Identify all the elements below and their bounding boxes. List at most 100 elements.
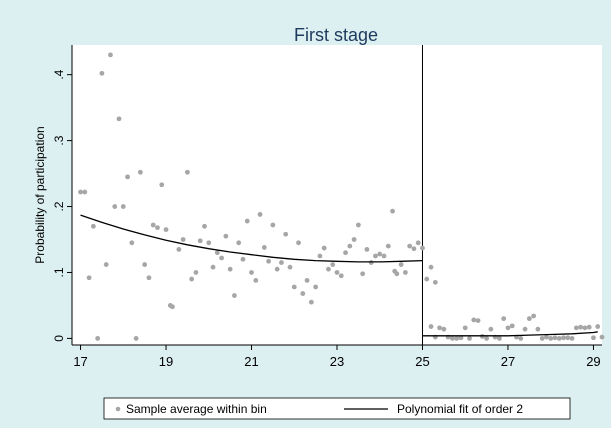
data-point	[334, 270, 340, 275]
data-point	[381, 253, 387, 259]
data-point	[373, 253, 378, 259]
data-point	[103, 262, 109, 267]
data-point	[253, 277, 259, 283]
data-point	[120, 204, 126, 209]
x-tick-label: 23	[330, 354, 344, 369]
data-point	[99, 70, 105, 76]
data-point	[497, 336, 502, 341]
data-point	[599, 334, 605, 340]
data-point	[338, 273, 344, 279]
data-point	[458, 335, 464, 341]
data-point	[355, 222, 361, 228]
data-point	[343, 250, 348, 256]
data-point	[582, 325, 588, 331]
data-point	[394, 271, 400, 277]
x-tick-label: 27	[501, 354, 515, 369]
data-point	[291, 284, 297, 290]
data-point	[420, 245, 425, 251]
data-point	[185, 169, 190, 175]
data-point	[390, 208, 395, 214]
data-point	[317, 253, 323, 259]
y-tick-label: .1	[52, 267, 66, 277]
legend-label-fit: Polynomial fit of order 2	[397, 402, 523, 416]
data-point	[360, 271, 366, 277]
data-point	[398, 262, 404, 267]
data-point	[189, 276, 195, 282]
data-point	[432, 279, 438, 285]
data-point	[210, 264, 216, 270]
data-point	[411, 246, 417, 252]
data-point	[407, 243, 413, 249]
data-point	[565, 335, 571, 341]
legend-marker-points	[115, 406, 121, 412]
x-tick-label: 25	[415, 354, 429, 369]
data-point	[227, 266, 233, 272]
data-point	[86, 275, 92, 281]
data-point	[573, 325, 579, 331]
data-point	[300, 291, 306, 296]
data-point	[368, 260, 374, 265]
data-point	[137, 169, 143, 175]
data-point	[424, 276, 430, 282]
data-point	[330, 262, 336, 267]
data-point	[223, 233, 229, 239]
legend-box	[103, 397, 571, 420]
data-point	[313, 284, 319, 290]
data-point	[326, 266, 331, 272]
data-point	[535, 326, 541, 332]
data-point	[214, 250, 220, 256]
data-point	[522, 326, 528, 332]
chart-title: First stage	[294, 25, 378, 45]
data-point	[155, 225, 160, 231]
data-point	[219, 255, 224, 261]
data-point	[385, 243, 391, 249]
data-point	[595, 324, 601, 329]
data-point	[95, 336, 101, 341]
data-point	[78, 189, 83, 195]
data-point	[125, 174, 130, 180]
data-point	[274, 266, 280, 272]
data-point	[518, 336, 524, 341]
data-point	[296, 240, 301, 246]
data-point	[283, 231, 289, 237]
data-point	[548, 336, 554, 341]
y-axis-label: Probability of participation	[33, 126, 47, 263]
data-point	[163, 227, 169, 233]
data-point	[531, 313, 537, 319]
data-point	[240, 256, 246, 262]
data-point	[454, 336, 460, 341]
y-tick-label: 0	[52, 335, 66, 342]
data-point	[377, 251, 383, 257]
data-point	[526, 316, 532, 322]
data-point	[236, 240, 242, 246]
data-point	[170, 304, 175, 310]
x-tick-label: 19	[159, 354, 173, 369]
data-point	[471, 317, 477, 323]
y-tick-label: .4	[52, 69, 66, 79]
data-point	[146, 275, 152, 281]
data-point	[180, 237, 186, 242]
data-point	[206, 240, 212, 246]
legend-label-points: Sample average within bin	[126, 402, 267, 416]
data-point	[351, 237, 357, 242]
data-point	[415, 240, 421, 246]
data-point	[266, 258, 272, 264]
data-point	[90, 223, 96, 229]
x-tick-label: 21	[244, 354, 258, 369]
data-point	[488, 326, 494, 332]
data-point	[561, 335, 566, 341]
data-point	[232, 293, 237, 298]
data-point	[308, 299, 314, 305]
data-point	[304, 277, 310, 283]
data-point	[287, 264, 293, 270]
data-point	[544, 334, 549, 340]
data-point	[257, 212, 263, 217]
data-point	[150, 222, 156, 228]
data-point	[249, 270, 254, 275]
data-point	[402, 270, 408, 275]
data-point	[428, 264, 434, 270]
x-tick-label: 17	[73, 354, 87, 369]
plot-area-background	[72, 45, 602, 345]
